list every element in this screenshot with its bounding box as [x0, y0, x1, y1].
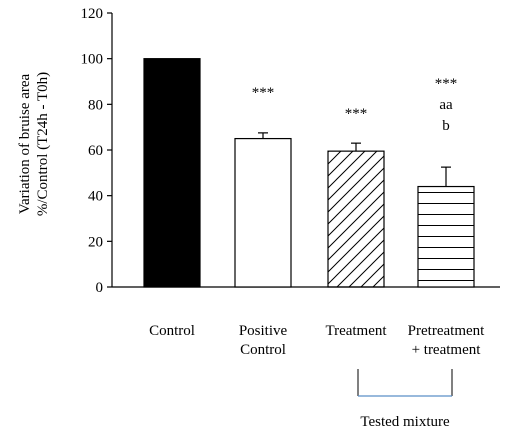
category-label: Control [149, 323, 195, 339]
significance-label: *** [435, 76, 458, 92]
y-tick-label: 100 [81, 52, 104, 68]
y-tick-label: 60 [88, 143, 103, 159]
bar [143, 58, 201, 288]
bar [234, 137, 292, 288]
y-axis-label-line-2: %/Control (T24h - T0h) [35, 72, 51, 216]
significance-label: *** [252, 85, 275, 101]
significance-label: *** [345, 106, 368, 122]
bars [143, 58, 475, 288]
y-axis-label-line-1: Variation of bruise area [17, 73, 33, 214]
bar [327, 150, 385, 288]
y-tick-label: 0 [96, 280, 104, 296]
category-label: Pretreatment [408, 323, 485, 339]
category-label: + treatment [412, 342, 482, 358]
significance-label: aa [439, 97, 453, 113]
y-tick-label: 20 [88, 234, 103, 250]
y-tick-label: 80 [88, 97, 103, 113]
y-tick-label: 120 [81, 6, 104, 22]
bar [417, 185, 475, 288]
category-label: Positive [239, 323, 288, 339]
annotations: *** *** *** aa b [252, 76, 458, 134]
y-axis-label: Variation of bruise area %/Control (T24h… [17, 72, 51, 216]
category-labels: Control Positive Control Treatment Pretreatm… [149, 323, 485, 358]
y-tick-label: 40 [88, 189, 103, 205]
group-bracket: Tested mixture [357, 369, 453, 430]
category-label: Control [240, 342, 286, 358]
significance-label: b [442, 118, 450, 134]
category-label: Treatment [325, 323, 387, 339]
bracket-label: Tested mixture [360, 414, 450, 430]
